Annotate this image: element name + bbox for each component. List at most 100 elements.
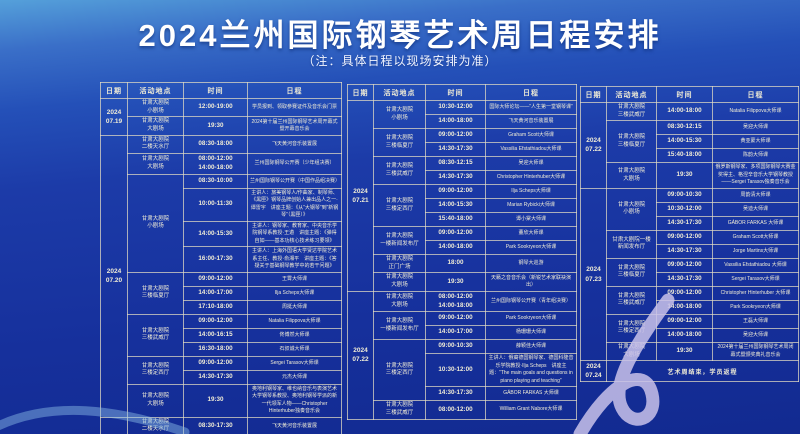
event-cell: 学员报到、领取参赛证件及音乐会门票 [247,97,342,118]
time-cell: 14:00-16:15 [183,327,248,343]
event-cell: Natalia Filippova大师课 [712,101,799,122]
date-cell: 2024 07.19 [100,98,128,136]
schedule-row: 14:00-16:15 佟博然大师课 [101,327,342,343]
event-cell: 董欣大师课 [485,226,577,241]
time-cell: 14:00-15:30 [656,134,713,150]
schedule-row: 甘肃大剧院一楼 新闻发布厅 09:00-12:00 Graham Scott大师课 [581,229,799,259]
location-cell: 甘肃大剧院 大剧场 [127,153,184,175]
header-cell-3: 日程 [485,84,577,101]
time-cell: 08:30-12:15 [656,120,713,136]
schedule-row: 甘肃大剧院 一楼新闻发布厅 09:00-12:00 董欣大师课 [348,226,577,255]
location-cell: 甘肃大剧院 正门广场 [373,253,426,274]
date-cell: 2024 07.21 [347,100,374,292]
event-cell: 俄罗斯钢琴家、多项国际钢琴大赛金奖得主、格涅辛音乐大学钢琴教授——Sergei … [712,162,799,189]
header-cell-0: 日期 [347,84,374,101]
time-cell: 09:00-12:00 [656,285,713,301]
event-cell: 主讲人：上海外国语大学贤达学院艺术系主任、教授·俞湘平 讲座主题：《答疑关于基础… [247,246,342,273]
schedule-row: 甘肃大剧院 大剧场 19:30 俄罗斯钢琴家、多项国际钢琴大赛金奖得主、格涅辛音乐大… [581,162,799,189]
location-cell: 甘肃大剧院 大剧场 [606,341,657,362]
schedule-row: 甘肃大剧院 三楼武威厅 09:00-12:00 Christopher Hinter… [581,285,799,315]
time-cell: 10:30-12:00 [425,353,486,388]
schedule-row: 14:00-18:00 飞天黄河音乐装置展 [348,114,577,129]
time-cell: 09:00-12:00 [183,355,248,371]
event-cell: 飞天黄河音乐装置展 [247,134,342,155]
event-cell: Park Sookryeon大师课 [485,240,577,255]
schedule-row: 甘肃大剧院 三楼临夏厅 09:00-12:00 Vassilia Efstathia… [581,257,799,287]
event-cell: 王霄大师课 [247,271,342,287]
header-cell-0: 日期 [580,86,607,103]
time-cell: 08:00-12:00 14:00-18:00 [425,290,486,313]
event-cell: 吴迎大师课 [712,327,799,343]
schedule-row: 10:30-12:00 主讲人：俄裔德国钢琴家、德国科隆音乐学院教授·Ilja S… [348,353,577,388]
location-cell: 甘肃大剧院 二楼天水厅 [127,416,184,434]
schedule-row: 甘肃大剧院 大剧场 19:30 2024第十届兰州国际钢琴艺术周闭幕式暨颁奖典礼音乐… [581,341,799,362]
location-cell: 甘肃大剧院 大剧场 [127,383,184,418]
time-cell: 14:30-17:30 [656,215,713,231]
time-cell: 10:30-12:00 [656,201,713,217]
schedule-row: 甘肃大剧院 三楼武威厅 09:00-12:00 Natalia Filippova大… [101,313,342,357]
event-cell: 2024第十届兰州国际钢琴艺术周开幕式暨开幕音乐会 [247,116,342,136]
event-cell: Park Sookryeon大师课 [712,299,799,315]
time-cell: 09:00-12:00 [183,313,248,329]
event-cell: 主讲人：钢琴家、教育家、中央音乐学院钢琴系教授·王遒 讲座主题：《弹得自如——基… [247,220,342,248]
location-cell: 甘肃大剧院 大剧场 [373,272,426,292]
header-cell-1: 活动地点 [373,84,426,101]
location-cell: 甘肃大剧院 三楼武威厅 [373,156,426,185]
time-cell: 16:00-17:30 [183,246,248,273]
schedule-row: 甘肃大剧院 三楼定西厅 09:00-12:00 王磊大师课 [581,313,799,343]
time-cell: 15:40-18:00 [425,212,486,227]
event-cell: Marian Rybicki大师课 [485,198,577,213]
event-cell: 飞天黄河音乐装置展 [247,416,342,434]
event-cell: 兰州国际钢琴公开赛（中国作品组决赛） [247,173,342,189]
location-cell: 甘肃大剧院 三楼定西厅 [373,184,426,227]
header-cell-0: 日期 [100,82,128,99]
time-cell: 19:30 [656,162,713,189]
header-cell-2: 时间 [183,82,248,99]
event-cell: 石叔诚大师课 [247,341,342,357]
event-cell: 飞天黄河音乐装置展 [485,114,577,129]
time-cell: 10:30-12:00 [425,100,486,115]
event-cell: 吴迎大师课 [712,120,799,136]
time-cell: 18:00 [425,253,486,274]
schedule-row: 甘肃大剧院 三楼临夏厅 09:00-12:00 王霄大师课 [101,271,342,315]
time-cell: 19:30 [656,341,713,362]
time-cell: 14:30-17:30 [425,386,486,402]
schedule-row: 甘肃大剧院 三楼定西厅 09:00-12:00 Sergei Tarasov大师课 [101,355,342,385]
time-cell: 19:30 [425,272,486,292]
time-cell: 08:30-10:00 [183,173,248,189]
location-cell: 甘肃大剧院 三楼临夏厅 [127,271,184,315]
event-cell: William Grant Nabore大师课 [485,400,577,420]
location-cell: 甘肃大剧院 三楼武威厅 [127,313,184,357]
schedule-row: 15:40-18:00 谭小棠大师课 [348,212,577,227]
time-cell: 08:30-17:30 [183,416,248,434]
event-cell: 薛颖佳大师课 [485,339,577,355]
time-cell: 19:30 [183,116,248,136]
event-cell: 2024第十届兰州国际钢琴艺术周闭幕式暨颁奖典礼音乐会 [712,341,799,362]
schedule-row: 14:30-17:30 Christopher Hinterhuber大师课 [348,170,577,185]
header-cell-2: 时间 [425,84,486,101]
schedule-row: 2024 07.19 甘肃大剧院 小剧场 12:00-19:00 学员报到、领取参赛证… [100,97,342,136]
schedule-row: 甘肃大剧院 大剧场 19:30 天籁之音音乐会（新锐艺术家联袂演出） [348,272,577,292]
schedule-row: 2024 07.20 甘肃大剧院 二楼天水厅 08:30-18:00 飞天黄河音乐装置… [100,134,342,418]
schedule-row: 16:30-18:00 石叔诚大师课 [101,341,342,357]
schedule-row: 16:00-17:30 主讲人：上海外国语大学贤达学院艺术系主任、教授·俞湘平 讲… [101,246,342,273]
time-cell: 09:00-12:00 [183,271,248,287]
event-cell: 国际大师论坛——“人生第一堂钢琴课” [485,100,577,115]
time-cell: 14:00-15:30 [183,220,248,248]
header-cell-2: 时间 [656,86,713,103]
time-cell: 09:00-10:30 [656,187,713,203]
time-cell: 10:00-11:30 [183,187,248,222]
location-cell: 甘肃大剧院 小剧场 [127,97,184,118]
location-cell: 甘肃大剧院 大剧场 [606,162,657,189]
schedule-row: 甘肃大剧院 三楼临夏厅 09:00-12:00 Graham Scott大师课 [348,128,577,157]
location-cell: 甘肃大剧院 三楼武威厅 [606,285,657,315]
schedule-row: 甘肃大剧院 大剧场 08:00-12:00 14:00-18:00 兰州国际钢琴公开… [101,153,342,175]
event-cell: 佟博然大师课 [247,327,342,343]
time-cell: 17:10-18:00 [183,299,248,315]
time-cell: 14:00-18:00 [425,114,486,129]
schedule-row: 14:30-17:30 GÁBOR FARKAS 大师课 [581,215,799,231]
event-cell: Sergei Tarasov大师课 [712,271,799,287]
time-cell: 14:30-17:30 [656,271,713,287]
